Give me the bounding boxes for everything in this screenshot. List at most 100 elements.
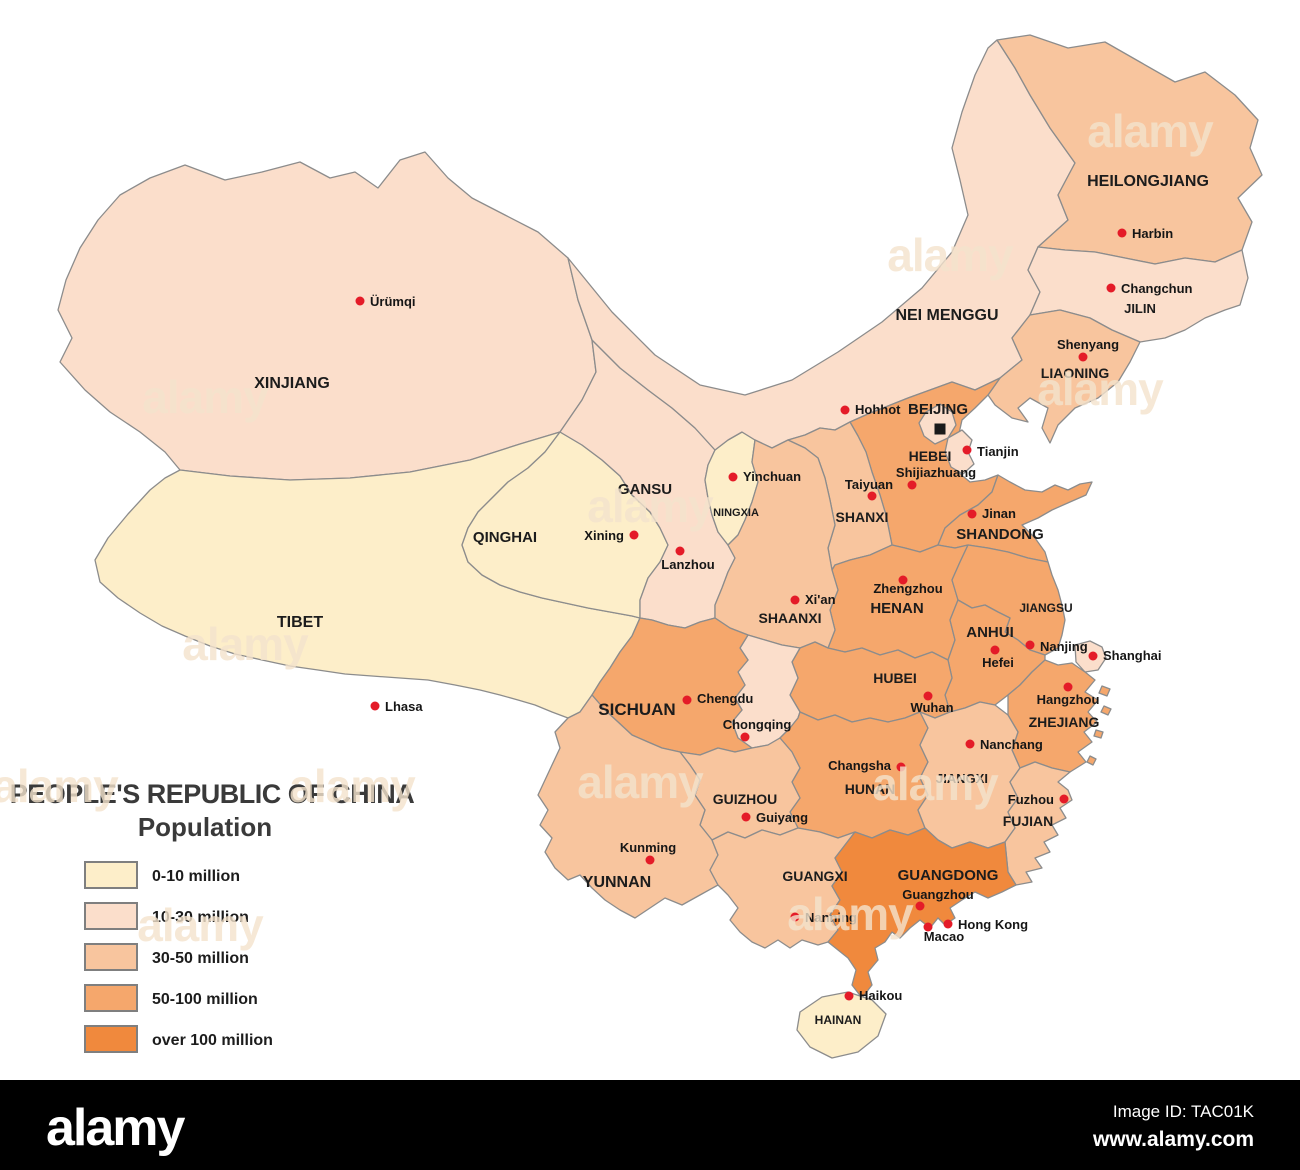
watermark-text: alamy: [1037, 363, 1164, 415]
city-label-nanning: Nanning: [805, 910, 857, 925]
city-dot-r-mqi: [355, 296, 365, 306]
watermark-text: alamy: [1087, 105, 1214, 157]
province-label-neimenggu: NEI MENGGU: [895, 307, 998, 324]
province-fujian: [1004, 761, 1073, 886]
province-guangdong: [827, 827, 1017, 999]
alamy-logo: alamy: [46, 1099, 186, 1157]
city-label-lhasa: Lhasa: [385, 699, 423, 714]
province-zhejiang: [1007, 659, 1112, 773]
city-label-zhengzhou: Zhengzhou: [873, 581, 942, 596]
city-label-changchun: Changchun: [1121, 281, 1193, 296]
city-label-harbin: Harbin: [1132, 226, 1173, 241]
city-label-shanghai: Shanghai: [1103, 648, 1162, 663]
city-label-yinchuan: Yinchuan: [743, 469, 801, 484]
province-label-hubei: HUBEI: [873, 670, 917, 686]
province-label-shandong: SHANDONG: [956, 526, 1044, 543]
province-label-shaanxi: SHAANXI: [758, 610, 821, 626]
city-label-hangzhou: Hangzhou: [1037, 692, 1100, 707]
province-label-sichuan: SICHUAN: [598, 700, 675, 719]
city-label-lanzhou: Lanzhou: [661, 557, 714, 572]
legend-label-0: 0-10 million: [152, 868, 240, 885]
watermark-text: alamy: [289, 760, 416, 812]
city-dot-fuzhou: [1059, 794, 1069, 804]
city-dot-hangzhou: [1063, 682, 1073, 692]
city-dot-xi-an: [790, 595, 800, 605]
city-label-fuzhou: Fuzhou: [1008, 792, 1054, 807]
legend-swatch-1: [84, 902, 138, 930]
capital-marker-beijing: [934, 423, 946, 435]
province-xinjiang: [57, 151, 597, 481]
city-label-hefei: Hefei: [982, 655, 1014, 670]
city-label-nanjing: Nanjing: [1040, 639, 1088, 654]
city-label-shenyang: Shenyang: [1057, 337, 1119, 352]
province-hainan: [796, 991, 887, 1059]
watermarks-layer: alamy alamy alamy alamy alamy alamy alamy alamy…: [0, 105, 1215, 951]
province-label-heilongjiang: HEILONGJIANG: [1087, 173, 1209, 190]
map-subtitle: Population: [138, 812, 272, 842]
watermark-text: alamy: [577, 756, 704, 808]
province-label-zhejiang: ZHEJIANG: [1029, 714, 1100, 730]
province-label-gansu: GANSU: [618, 481, 672, 498]
watermark-text: alamy: [787, 888, 914, 940]
city-dot-haikou: [844, 991, 854, 1001]
city-dot-shenyang: [1078, 352, 1088, 362]
province-labels-layer: XINJIANG TIBET QINGHAI GANSU NINGXIA NEI MENG…: [254, 173, 1209, 1027]
footer-bar: alamy Image ID: TAC01K www.alamy.com: [0, 1080, 1300, 1170]
city-dot-changchun: [1106, 283, 1116, 293]
province-label-jiangsu: JIANGSU: [1019, 601, 1072, 615]
city-dot-changsha: [896, 762, 906, 772]
city-label-tianjin: Tianjin: [977, 444, 1019, 459]
legend-label-3: 50-100 million: [152, 991, 258, 1008]
province-label-beijing: BEIJING: [908, 401, 968, 418]
city-dot-hong-kong: [943, 919, 953, 929]
city-dot-guiyang: [741, 812, 751, 822]
city-label-xining: Xining: [584, 528, 624, 543]
legend-swatch-3: [84, 984, 138, 1012]
city-label-wuhan: Wuhan: [910, 700, 953, 715]
city-label-r-mqi: Ürümqi: [370, 294, 416, 309]
province-label-henan: HENAN: [870, 600, 923, 617]
provinces-layer: [57, 34, 1263, 1059]
watermark-text: alamy: [182, 618, 309, 670]
watermark-text: alamy: [0, 760, 119, 812]
province-label-jiangxi: JIANGXI: [936, 771, 988, 786]
city-dot-chongqing: [740, 732, 750, 742]
province-label-hunan: HUNAN: [845, 781, 896, 797]
legend-label-2: 30-50 million: [152, 950, 249, 967]
city-dot-tianjin: [962, 445, 972, 455]
city-dot-nanchang: [965, 739, 975, 749]
province-tianjin: [944, 429, 975, 475]
city-dot-lhasa: [370, 701, 380, 711]
city-dot-hefei: [990, 645, 1000, 655]
province-label-fujian: FUJIAN: [1003, 813, 1054, 829]
city-dot-wuhan: [923, 691, 933, 701]
city-dot-nanning: [790, 912, 800, 922]
city-dot-jinan: [967, 509, 977, 519]
city-label-shijiazhuang: Shijiazhuang: [896, 465, 976, 480]
city-label-xi-an: Xi'an: [805, 592, 836, 607]
legend-label-1: 10-30 million: [152, 909, 249, 926]
watermark-text: alamy: [142, 371, 269, 423]
map-title: PEOPLE'S REPUBLIC OF CHINA: [10, 779, 414, 809]
city-dot-hohhot: [840, 405, 850, 415]
city-label-chongqing: Chongqing: [723, 717, 792, 732]
city-dot-macao: [923, 922, 933, 932]
legend-swatch-2: [84, 943, 138, 971]
province-label-liaoning: LIAONING: [1041, 365, 1110, 381]
city-label-guiyang: Guiyang: [756, 810, 808, 825]
city-label-kunming: Kunming: [620, 840, 676, 855]
province-label-guangxi: GUANGXI: [782, 868, 847, 884]
city-label-chengdu: Chengdu: [697, 691, 753, 706]
footer-image-id: Image ID: TAC01K: [1113, 1102, 1255, 1121]
city-dot-taiyuan: [867, 491, 877, 501]
legend-swatch-4: [84, 1025, 138, 1053]
city-label-nanchang: Nanchang: [980, 737, 1043, 752]
province-label-tibet: TIBET: [277, 614, 323, 631]
city-label-jinan: Jinan: [982, 506, 1016, 521]
city-dot-kunming: [645, 855, 655, 865]
city-label-macao: Macao: [924, 929, 965, 944]
province-shandong: [937, 474, 1093, 563]
footer-url: www.alamy.com: [1092, 1128, 1254, 1151]
city-label-changsha: Changsha: [828, 758, 892, 773]
